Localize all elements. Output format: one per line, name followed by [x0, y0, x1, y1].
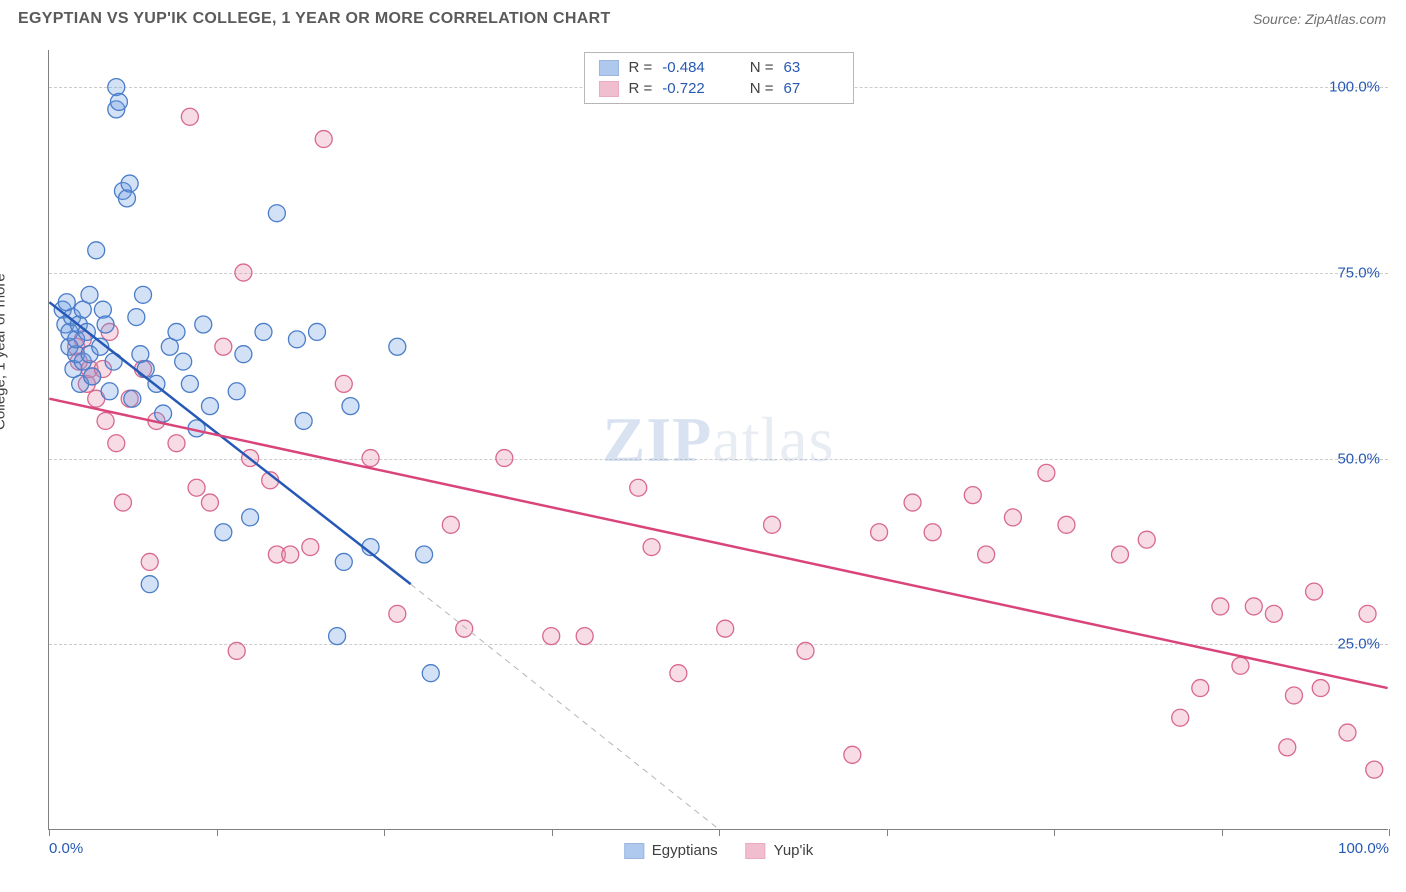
x-tick: [384, 829, 385, 836]
legend-series-label: Yup'ik: [774, 842, 814, 859]
x-tick: [552, 829, 553, 836]
x-tick: [49, 829, 50, 836]
legend-correlation: R = -0.484 N = 63 R = -0.722 N = 67: [583, 52, 853, 104]
legend-series: Egyptians Yup'ik: [624, 842, 813, 859]
x-tick: [1054, 829, 1055, 836]
scatter-svg: [49, 50, 1388, 829]
y-axis-label: College, 1 year or more: [0, 273, 9, 430]
chart-plot-area: ZIPatlas R = -0.484 N = 63R = -0.722 N =…: [48, 50, 1388, 830]
legend-stat-row: R = -0.722 N = 67: [598, 80, 838, 97]
chart-title: EGYPTIAN VS YUP'IK COLLEGE, 1 YEAR OR MO…: [18, 10, 611, 28]
x-tick: [1389, 829, 1390, 836]
x-tick: [1222, 829, 1223, 836]
legend-swatch: [746, 843, 766, 859]
legend-series-item: Egyptians: [624, 842, 718, 859]
legend-series-label: Egyptians: [652, 842, 718, 859]
x-tick: [217, 829, 218, 836]
legend-swatch: [598, 60, 618, 76]
x-tick: [887, 829, 888, 836]
x-tick-label: 100.0%: [1338, 840, 1389, 857]
x-tick-label: 0.0%: [49, 840, 83, 857]
legend-swatch: [598, 81, 618, 97]
x-tick: [719, 829, 720, 836]
source-label: Source: ZipAtlas.com: [1253, 11, 1386, 27]
legend-stat-row: R = -0.484 N = 63: [598, 59, 838, 76]
legend-swatch: [624, 843, 644, 859]
legend-series-item: Yup'ik: [746, 842, 814, 859]
